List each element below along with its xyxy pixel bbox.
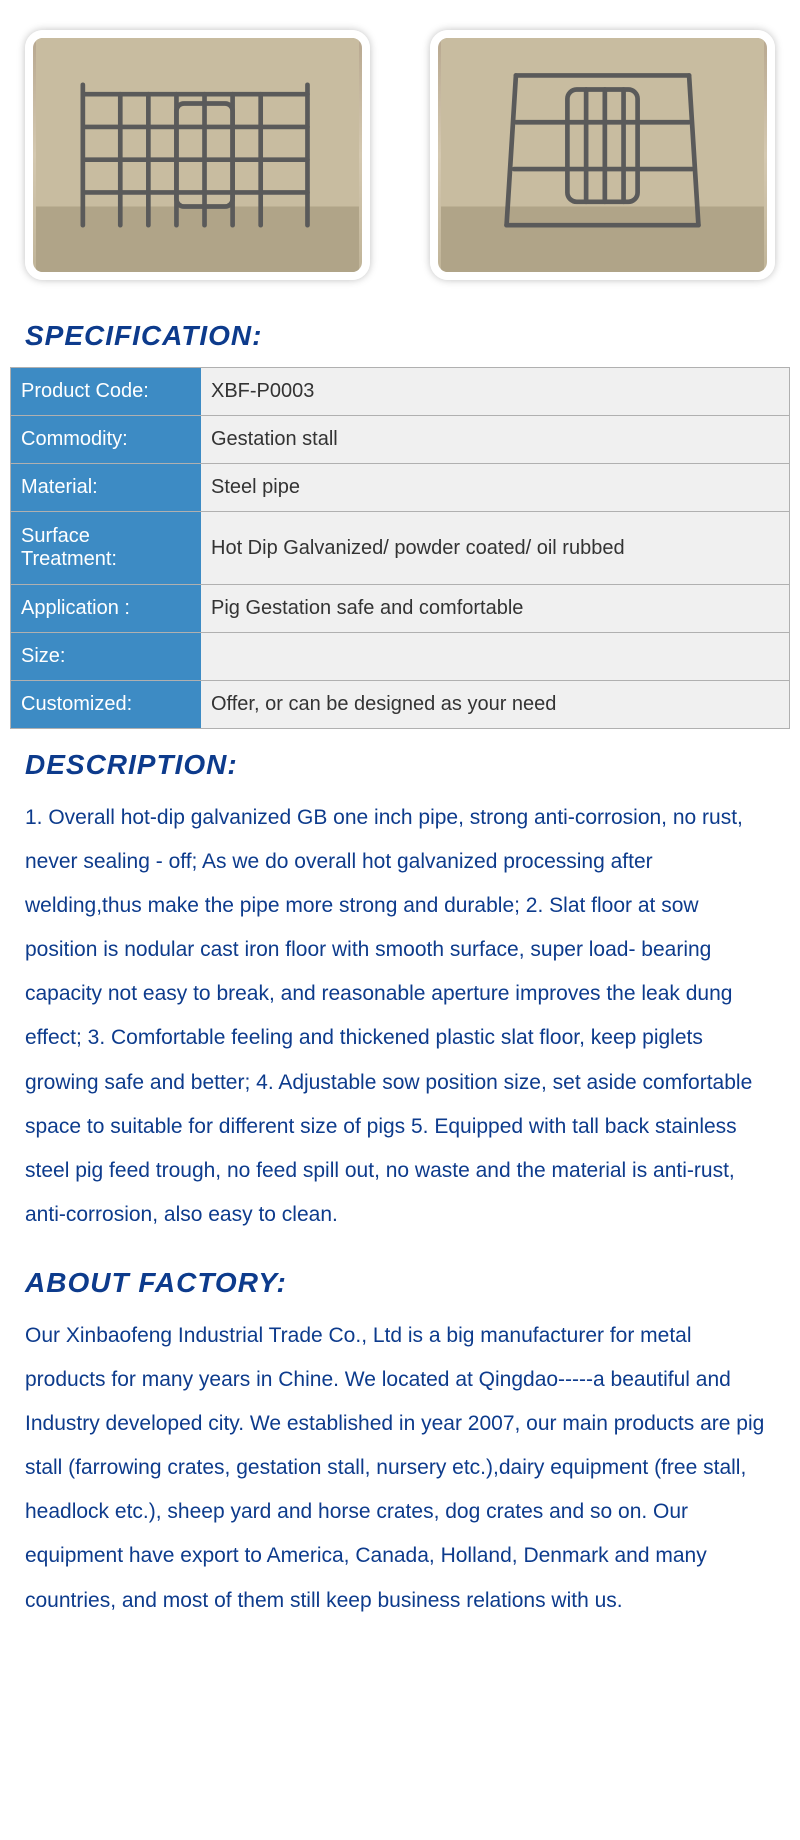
- spec-label: Surface Treatment:: [11, 512, 201, 584]
- product-images-row: [0, 0, 800, 300]
- table-row: Size:: [11, 633, 789, 681]
- spec-label: Size:: [11, 633, 201, 680]
- spec-value: [201, 633, 789, 680]
- about-text: Our Xinbaofeng Industrial Trade Co., Ltd…: [0, 1314, 800, 1653]
- table-row: Customized: Offer, or can be designed as…: [11, 681, 789, 728]
- specification-table: Product Code: XBF-P0003 Commodity: Gesta…: [10, 367, 790, 729]
- table-row: Commodity: Gestation stall: [11, 416, 789, 464]
- stall-illustration-left: [33, 38, 362, 272]
- product-image-left: [25, 30, 370, 280]
- spec-label: Product Code:: [11, 368, 201, 415]
- spec-label: Commodity:: [11, 416, 201, 463]
- about-heading: ABOUT FACTORY:: [0, 1247, 800, 1314]
- product-image-right: [430, 30, 775, 280]
- spec-value: XBF-P0003: [201, 368, 789, 415]
- description-text: 1. Overall hot-dip galvanized GB one inc…: [0, 796, 800, 1247]
- spec-label: Application :: [11, 585, 201, 632]
- spec-value: Steel pipe: [201, 464, 789, 511]
- table-row: Surface Treatment: Hot Dip Galvanized/ p…: [11, 512, 789, 585]
- table-row: Product Code: XBF-P0003: [11, 368, 789, 416]
- spec-value: Pig Gestation safe and comfortable: [201, 585, 789, 632]
- stall-illustration-right: [438, 38, 767, 272]
- spec-value: Hot Dip Galvanized/ powder coated/ oil r…: [201, 512, 789, 584]
- spec-value: Gestation stall: [201, 416, 789, 463]
- description-heading: DESCRIPTION:: [0, 729, 800, 796]
- spec-label: Material:: [11, 464, 201, 511]
- spec-label: Customized:: [11, 681, 201, 728]
- specification-heading: SPECIFICATION:: [0, 300, 800, 367]
- table-row: Application : Pig Gestation safe and com…: [11, 585, 789, 633]
- table-row: Material: Steel pipe: [11, 464, 789, 512]
- spec-value: Offer, or can be designed as your need: [201, 681, 789, 728]
